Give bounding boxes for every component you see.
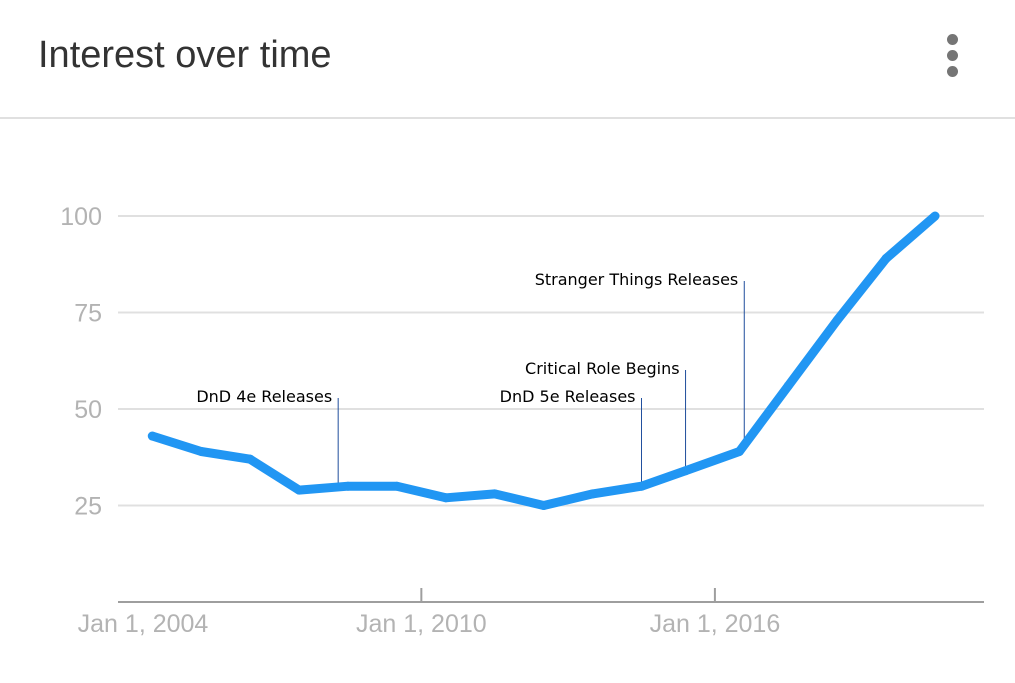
y-tick-label: 100	[60, 203, 102, 231]
more-vert-icon-dot-3	[947, 66, 958, 77]
chart-title: Interest over time	[38, 34, 332, 76]
annotation-label: DnD 4e Releases	[196, 387, 332, 406]
more-vert-icon-dot-2	[947, 50, 958, 61]
data-point	[490, 489, 500, 499]
data-point	[294, 485, 304, 495]
data-point	[637, 481, 647, 491]
data-point	[539, 501, 549, 510]
data-point	[392, 481, 402, 491]
annotation-label: Stranger Things Releases	[535, 270, 739, 289]
data-point	[245, 454, 255, 464]
y-tick-label: 25	[74, 493, 102, 521]
y-axis-tick-labels: 25 50 75 100	[60, 203, 102, 521]
card-header: Interest over time	[0, 0, 1015, 119]
data-point	[681, 466, 691, 476]
y-tick-label: 50	[74, 396, 102, 424]
data-point	[588, 489, 598, 499]
more-options-button[interactable]	[936, 30, 970, 80]
x-tick-label: Jan 1, 2004	[78, 610, 209, 638]
data-point	[343, 481, 353, 491]
data-point	[881, 253, 891, 263]
data-point	[734, 446, 744, 456]
annotation-label: DnD 5e Releases	[500, 387, 636, 406]
data-point	[441, 493, 451, 503]
more-vert-icon	[947, 34, 958, 45]
annotations: DnD 4e Releases DnD 5e Releases Critical R…	[196, 270, 745, 487]
data-point	[196, 446, 206, 456]
data-point	[832, 315, 842, 325]
y-tick-label: 75	[74, 300, 102, 328]
series	[147, 211, 940, 510]
data-point	[783, 381, 793, 391]
annotation-label: Critical Role Begins	[525, 359, 680, 378]
x-tick-label: Jan 1, 2010	[356, 610, 487, 638]
x-tick-label: Jan 1, 2016	[650, 610, 781, 638]
data-point	[147, 431, 157, 441]
x-axis: Jan 1, 2004 Jan 1, 2010 Jan 1, 2016	[78, 588, 984, 638]
data-point	[930, 211, 940, 221]
